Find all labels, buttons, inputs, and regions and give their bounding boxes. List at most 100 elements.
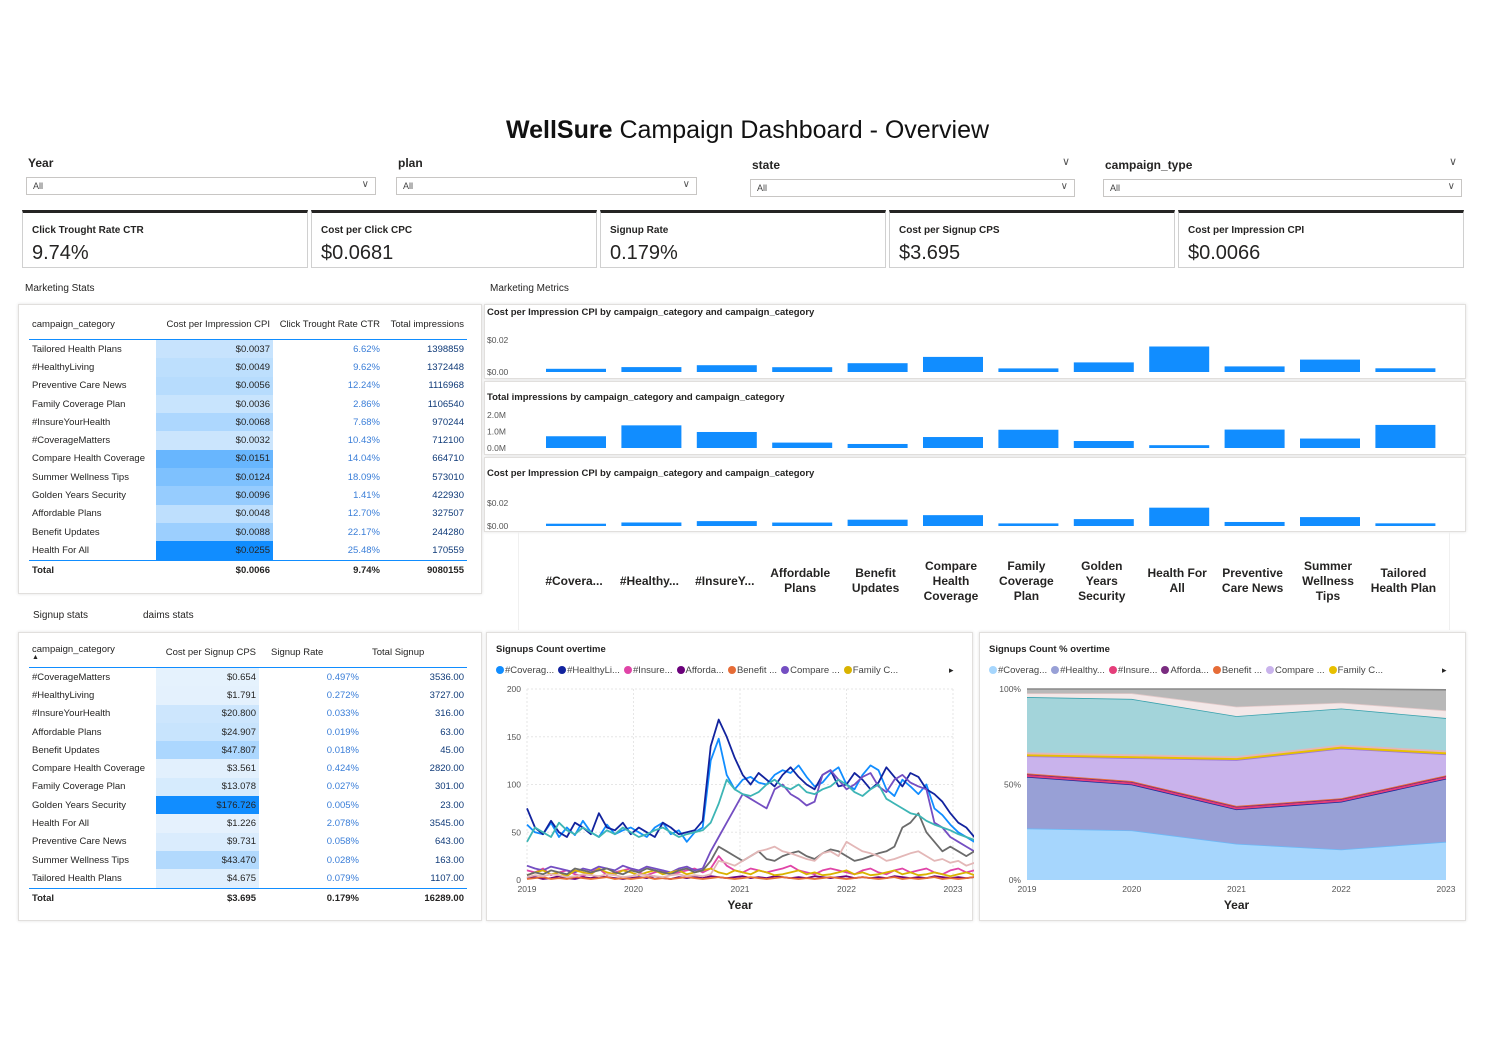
line-series[interactable] xyxy=(526,876,974,880)
line-series[interactable] xyxy=(526,867,974,879)
line-series[interactable] xyxy=(526,769,974,875)
column-header[interactable]: Total impressions xyxy=(383,309,467,340)
bar[interactable] xyxy=(1224,429,1285,448)
bar[interactable] xyxy=(847,443,908,448)
column-header[interactable]: Total Signup xyxy=(362,637,467,668)
area-series[interactable] xyxy=(1027,748,1446,806)
line-series[interactable] xyxy=(526,778,974,876)
table-row[interactable]: Summer Wellness Tips $43.470 0.028% 163.00 xyxy=(29,850,467,870)
state-slicer-dropdown[interactable]: All ∨ xyxy=(750,179,1075,197)
legend-item[interactable]: Compare ... xyxy=(1265,665,1325,676)
bar[interactable] xyxy=(847,363,908,372)
area-series[interactable] xyxy=(1027,776,1446,850)
bar[interactable] xyxy=(546,523,606,526)
table-row[interactable]: Benefit Updates $47.807 0.018% 45.00 xyxy=(29,741,467,760)
area-series[interactable] xyxy=(1027,774,1446,810)
bar[interactable] xyxy=(1375,523,1436,526)
area-series[interactable] xyxy=(1027,828,1446,880)
bar[interactable] xyxy=(696,431,757,448)
area-series[interactable] xyxy=(1027,693,1446,719)
bar[interactable] xyxy=(998,429,1059,448)
table-row[interactable]: Compare Health Coverage $0.0151 14.04% 6647… xyxy=(29,449,467,469)
column-header[interactable]: Cost per Signup CPS xyxy=(156,637,259,668)
table-row[interactable]: Golden Years Security $0.0096 1.41% 422930 xyxy=(29,486,467,505)
bar[interactable] xyxy=(1300,438,1360,448)
bar[interactable] xyxy=(546,436,606,448)
legend-item[interactable]: Family C... xyxy=(1328,665,1383,676)
area-series[interactable] xyxy=(1027,697,1446,757)
legend-item[interactable]: #HealthyLi... xyxy=(558,665,620,676)
bar[interactable] xyxy=(621,522,682,526)
bar[interactable] xyxy=(998,368,1059,372)
bar[interactable] xyxy=(621,367,682,372)
bar[interactable] xyxy=(1300,517,1360,526)
table-row[interactable]: Compare Health Coverage $3.561 0.424% 2820.… xyxy=(29,759,467,778)
table-row[interactable]: Preventive Care News $9.731 0.058% 643.00 xyxy=(29,832,467,851)
bar[interactable] xyxy=(546,368,606,372)
signup-stats-tab[interactable]: Signup stats xyxy=(33,610,89,621)
bar[interactable] xyxy=(847,519,908,526)
bar[interactable] xyxy=(621,425,682,448)
bar[interactable] xyxy=(1375,424,1436,448)
table-row[interactable]: Preventive Care News $0.0056 12.24% 1116968 xyxy=(29,376,467,395)
column-header[interactable]: Signup Rate xyxy=(259,637,362,668)
table-row[interactable]: #HealthyLiving $1.791 0.272% 3727.00 xyxy=(29,686,467,705)
legend-item[interactable]: #Insure... xyxy=(623,665,673,676)
bar[interactable] xyxy=(1300,359,1360,372)
plan-slicer-dropdown[interactable]: All ∨ xyxy=(396,177,697,195)
table-row[interactable]: Affordable Plans $0.0048 12.70% 327507 xyxy=(29,504,467,523)
table-row[interactable]: Tailored Health Plans $4.675 0.079% 1107.00 xyxy=(29,869,467,889)
bar[interactable] xyxy=(1224,521,1285,526)
table-row[interactable]: #InsureYourHealth $20.800 0.033% 316.00 xyxy=(29,704,467,723)
legend-item[interactable]: #Insure... xyxy=(1108,665,1157,676)
area-series[interactable] xyxy=(1027,689,1446,711)
year-slicer-dropdown[interactable]: All ∨ xyxy=(26,177,376,195)
legend-item[interactable]: Benefit ... xyxy=(727,665,777,676)
bar[interactable] xyxy=(1224,366,1285,372)
line-series[interactable] xyxy=(526,812,974,877)
table-row[interactable]: #InsureYourHealth $0.0068 7.68% 970244 xyxy=(29,413,467,432)
column-header[interactable]: campaign_category ▲ xyxy=(29,637,156,668)
campaign-type-slicer-dropdown[interactable]: All ∨ xyxy=(1103,179,1462,197)
chevron-down-icon[interactable]: ∨ xyxy=(1449,156,1458,168)
legend-next-icon[interactable]: ▸ xyxy=(949,665,954,675)
table-row[interactable]: Benefit Updates $0.0088 22.17% 244280 xyxy=(29,522,467,542)
bar[interactable] xyxy=(1149,445,1210,448)
bar[interactable] xyxy=(1073,519,1134,526)
table-row[interactable]: Golden Years Security $176.726 0.005% 23.00 xyxy=(29,796,467,815)
bar[interactable] xyxy=(772,367,833,372)
bar[interactable] xyxy=(923,356,983,372)
legend-item[interactable]: Afforda... xyxy=(1161,665,1209,676)
bar[interactable] xyxy=(772,442,833,448)
column-header[interactable]: campaign_category xyxy=(29,309,156,340)
legend-item[interactable]: Compare ... xyxy=(781,665,840,676)
legend-item[interactable]: Afforda... xyxy=(676,665,724,676)
legend-item[interactable]: #Healthy... xyxy=(1051,665,1105,676)
table-row[interactable]: Affordable Plans $24.907 0.019% 63.00 xyxy=(29,722,467,742)
legend-item[interactable]: #Coverag... xyxy=(496,665,554,676)
bar[interactable] xyxy=(1375,368,1436,372)
table-row[interactable]: Summer Wellness Tips $0.0124 18.09% 573010 xyxy=(29,468,467,487)
legend-next-icon[interactable]: ▸ xyxy=(1442,665,1447,675)
bar[interactable] xyxy=(1149,346,1210,373)
bar[interactable] xyxy=(923,437,983,448)
bar[interactable] xyxy=(1073,441,1134,448)
column-header[interactable]: Cost per Impression CPI xyxy=(156,309,273,340)
table-row[interactable]: #HealthyLiving $0.0049 9.62% 1372448 xyxy=(29,358,467,377)
table-row[interactable]: Tailored Health Plans $0.0037 6.62% 1398859 xyxy=(29,339,467,359)
table-row[interactable]: Health For All $0.0255 25.48% 170559 xyxy=(29,541,467,561)
column-header[interactable]: Click Trought Rate CTR xyxy=(273,309,383,340)
legend-item[interactable]: Family C... xyxy=(843,665,898,676)
claims-stats-tab[interactable]: daims stats xyxy=(143,610,194,621)
legend-item[interactable]: #Coverag... xyxy=(989,665,1047,676)
bar[interactable] xyxy=(1073,362,1134,372)
bar[interactable] xyxy=(772,522,833,526)
bar[interactable] xyxy=(998,523,1059,526)
bar[interactable] xyxy=(923,515,983,526)
bar[interactable] xyxy=(696,365,757,372)
bar[interactable] xyxy=(696,521,757,526)
table-row[interactable]: #CoverageMatters $0.654 0.497% 3536.00 xyxy=(29,667,467,687)
table-row[interactable]: Family Coverage Plan $0.0036 2.86% 1106540 xyxy=(29,394,467,414)
table-row[interactable]: #CoverageMatters $0.0032 10.43% 712100 xyxy=(29,431,467,450)
legend-item[interactable]: Benefit ... xyxy=(1212,665,1262,676)
